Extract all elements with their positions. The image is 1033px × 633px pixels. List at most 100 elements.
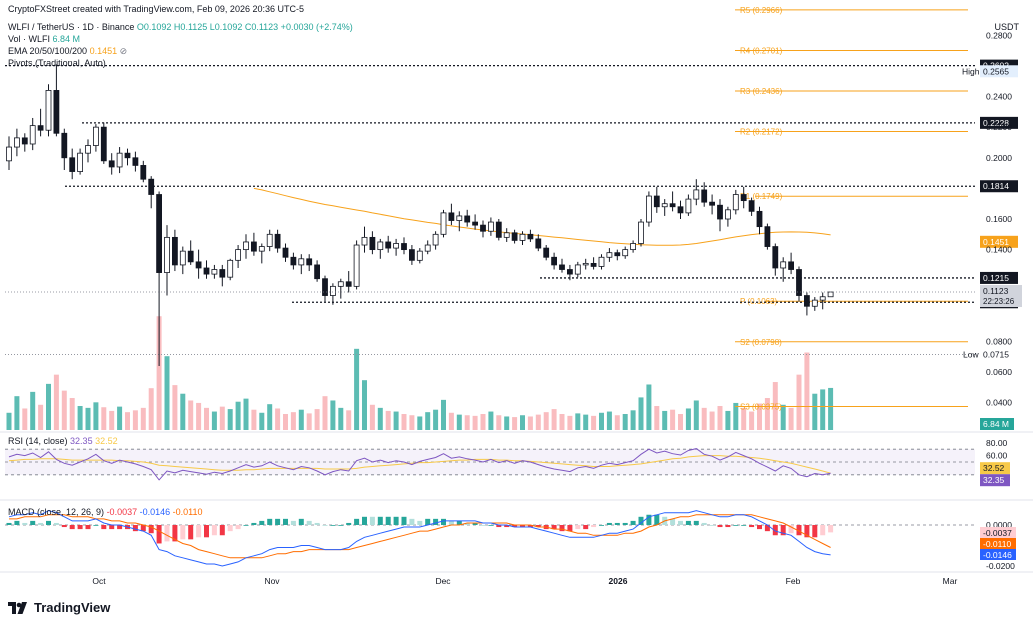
candle-body <box>337 281 344 287</box>
macd-histogram-bar <box>480 525 486 526</box>
candle-body <box>148 178 155 195</box>
ema-hidden-icon[interactable]: ⊘ <box>119 46 128 56</box>
macd-histogram-bar <box>243 525 249 526</box>
pivot-label: S3 (0.0375) <box>740 403 782 412</box>
macd-histogram-bar <box>354 518 360 525</box>
volume-bar <box>46 383 51 430</box>
macd-histogram-bar <box>638 516 644 525</box>
macd-histogram-bar <box>369 516 375 525</box>
volume-bar <box>314 409 320 430</box>
macd-label[interactable]: MACD (close, 12, 26, 9) <box>8 507 105 517</box>
volume-bar <box>69 398 75 430</box>
rsi-label[interactable]: RSI (14, close) <box>8 436 68 446</box>
candle-body <box>511 232 518 241</box>
macd-histogram-bar <box>30 520 36 525</box>
candle-body <box>685 198 692 214</box>
candle-body <box>819 296 826 301</box>
price-tick-label: 0.0600 <box>986 367 1012 377</box>
candle-body <box>329 285 336 296</box>
volume-bar <box>622 414 628 430</box>
tradingview-logo[interactable]: TradingView <box>8 600 110 615</box>
volume-bar <box>290 412 296 430</box>
volume-bar <box>235 401 241 430</box>
volume-bar <box>472 415 478 430</box>
volume-bar <box>385 410 391 430</box>
volume-bar <box>685 408 691 430</box>
macd-axis-label: -0.0037 <box>983 528 1012 538</box>
candle-body <box>6 146 12 162</box>
candle-body <box>717 204 723 220</box>
macd-histogram-bar <box>796 525 802 536</box>
macd-histogram-bar <box>69 525 75 530</box>
macd-histogram-bar <box>283 518 288 525</box>
macd-histogram-bar <box>330 525 336 526</box>
candle-body <box>709 201 715 206</box>
macd-histogram-bar <box>196 525 202 538</box>
volume-bar <box>148 388 154 430</box>
ema-label[interactable]: EMA 20/50/100/200 <box>8 46 88 56</box>
macd-axis-box <box>980 527 1016 538</box>
volume-bar <box>630 410 636 430</box>
volume-bar <box>543 412 549 430</box>
candle-body <box>472 221 479 226</box>
volume-bar <box>638 397 644 430</box>
candle-body <box>377 241 384 251</box>
macd-axis-label: -0.0110 <box>983 539 1011 549</box>
candle-body <box>156 194 163 273</box>
candle-body <box>179 250 186 266</box>
candle-body <box>487 221 494 232</box>
macd-histogram-bar <box>559 525 565 532</box>
candle-body <box>551 256 557 266</box>
candle-body <box>827 291 834 298</box>
macd-histogram-bar <box>693 520 699 525</box>
macd-histogram-bar <box>85 525 91 530</box>
candle-body <box>393 243 400 249</box>
macd-histogram-bar <box>441 518 446 525</box>
credit-text: CryptoFXStreet created with TradingView.… <box>8 4 304 14</box>
volume-bar <box>527 416 533 430</box>
volume-bar <box>417 416 423 430</box>
candle-body <box>804 295 810 307</box>
volume-bar <box>433 409 439 430</box>
macd-histogram-bar <box>22 522 28 525</box>
rsi-value: 32.35 <box>70 436 93 446</box>
macd-histogram-bar <box>512 525 518 528</box>
macd-histogram-bar <box>204 525 209 538</box>
ema-line <box>253 187 831 246</box>
macd-histogram-bar <box>551 525 557 530</box>
pivot-label: P (0.1063) <box>740 297 778 306</box>
candle-body <box>13 137 20 148</box>
level-axis-label: 0.1215 <box>983 273 1009 283</box>
volume-bar <box>678 414 683 430</box>
macd-histogram-bar <box>409 518 415 525</box>
pivots-label[interactable]: Pivots (Traditional, Auto) <box>8 58 106 68</box>
candle-body <box>314 264 321 280</box>
last-price-box <box>980 285 1022 308</box>
macd-histogram-bar <box>156 525 162 544</box>
symbol-name[interactable]: WLFI / TetherUS · 1D · Binance <box>8 22 135 32</box>
volume-bar <box>125 412 130 430</box>
candle-body <box>811 299 818 307</box>
volume-bar <box>180 393 186 430</box>
level-axis-label: 0.1814 <box>983 181 1009 191</box>
macd-histogram-bar <box>259 520 265 525</box>
candle-body <box>258 246 265 252</box>
volume-bar <box>670 409 676 430</box>
volume-bar <box>662 410 668 430</box>
price-tick-label: 0.1400 <box>986 245 1012 255</box>
macd-histogram-bar <box>804 525 810 538</box>
macd-histogram-bar <box>314 522 320 525</box>
macd-histogram-bar <box>464 522 470 525</box>
volume-bar <box>504 416 510 430</box>
candle-body <box>250 241 257 252</box>
macd-histogram-bar <box>77 525 83 530</box>
currency-label: USDT <box>994 22 1020 32</box>
candle-body <box>132 157 139 166</box>
candle-body <box>456 215 463 221</box>
candle-body <box>274 233 281 249</box>
macd-histogram-bar <box>670 518 676 525</box>
volume-label[interactable]: Vol · WLFI <box>8 34 51 44</box>
candle-body <box>266 233 273 247</box>
candle-body <box>432 233 439 246</box>
